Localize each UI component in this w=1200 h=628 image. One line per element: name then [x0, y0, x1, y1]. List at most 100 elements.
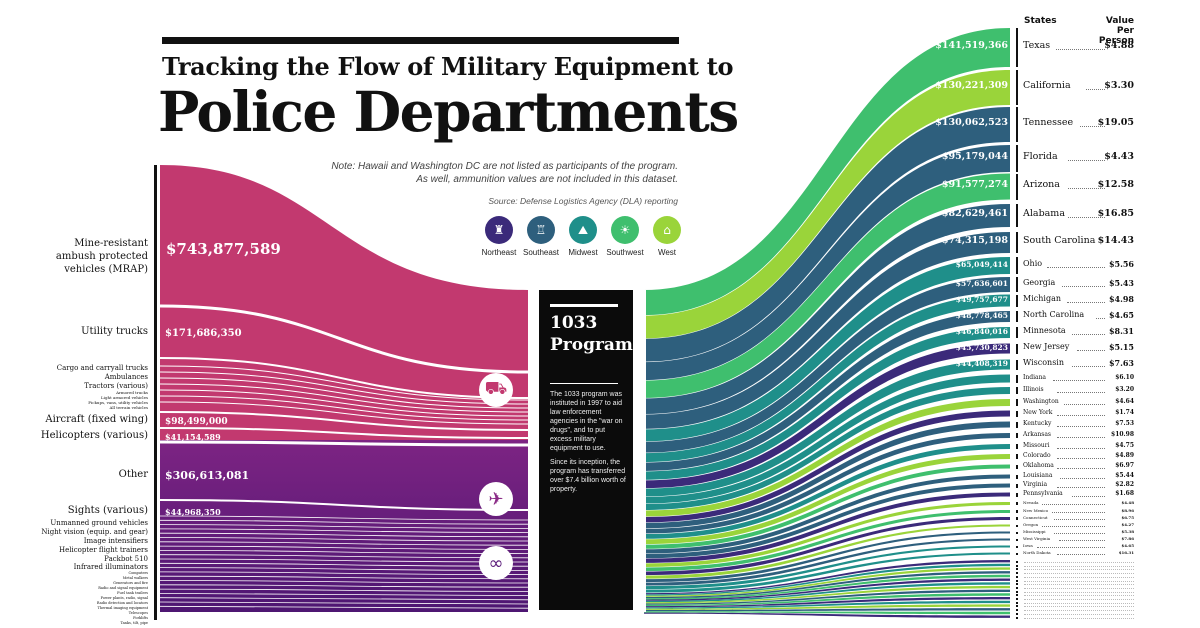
separator-helicopters: [159, 427, 529, 439]
label-image-intensifiers: Image intensifiers: [83, 537, 148, 545]
flow-state-minor: [644, 574, 1010, 600]
state-amount: $91,577,274: [941, 179, 1008, 191]
state-leader-minor: [1024, 613, 1134, 615]
state-leader-minor: [1024, 606, 1134, 608]
state-tick-minor: [1016, 605, 1018, 608]
separator-small: [159, 389, 529, 417]
state-name: Iowa: [1023, 543, 1033, 549]
region-west: ⌂ West: [648, 216, 686, 266]
flow-state-minor: [644, 593, 1010, 606]
state-tick: [1016, 502, 1018, 505]
state-leader: [1054, 519, 1105, 520]
state-name: Michigan: [1023, 294, 1061, 304]
state-leader: [1041, 504, 1105, 505]
separator-sights: [159, 499, 529, 511]
state-per-person: $5.56: [1108, 259, 1134, 270]
state-tick-minor: [1016, 561, 1018, 563]
state-name: Oregon: [1023, 522, 1039, 528]
state-tick: [1016, 492, 1018, 497]
state-per-person: $5.15: [1108, 342, 1134, 353]
separator-minor: [159, 605, 529, 609]
state-name: South Carolina: [1023, 235, 1096, 247]
state-leader-minor: [1024, 610, 1134, 612]
state-per-person: $5.44: [1115, 471, 1134, 479]
state-name: Georgia: [1023, 278, 1056, 288]
separator-small: [159, 371, 529, 405]
separator-minor: [159, 580, 529, 584]
source-note: Source: Defense Logistics Agency (DLA) r…: [488, 196, 678, 206]
state-name: Texas: [1023, 40, 1051, 52]
state-leader: [1036, 547, 1105, 548]
label-small-8: Thermal imaging equipment: [97, 606, 148, 610]
state-amount: $95,179,044: [941, 151, 1008, 163]
separator-other: [159, 440, 529, 447]
state-name: Wisconsin: [1023, 358, 1065, 368]
mesa-icon: ☀: [611, 216, 639, 244]
state-name: North Carolina: [1023, 310, 1085, 320]
state-tick: [1016, 343, 1018, 354]
state-tick: [1016, 28, 1018, 67]
state-amount: $48,778,465: [955, 310, 1008, 320]
page-title-line1: Tracking the Flow of Military Equipment …: [162, 52, 734, 81]
flow-state-minor: [644, 612, 1010, 618]
state-leader: [1056, 457, 1105, 459]
label-cargo: Cargo and carryall trucks: [56, 364, 148, 372]
panel-title-line1: 1033: [550, 313, 598, 333]
state-leader: [1051, 512, 1105, 513]
state-per-person: $4.64: [1115, 397, 1134, 405]
state-per-person: $8.31: [1108, 326, 1134, 337]
state-leader: [1060, 477, 1105, 479]
state-tick-minor: [1016, 583, 1018, 586]
state-per-person: $7.63: [1108, 358, 1134, 369]
state-leader: [1056, 49, 1105, 51]
separator-minor: [159, 524, 529, 529]
label-armored: Armored trucks: [116, 390, 148, 395]
panel-rule: [550, 304, 618, 307]
state-leader-minor: [1024, 562, 1134, 563]
state-per-person: $3.20: [1115, 385, 1134, 393]
monument-icon: ♖: [527, 216, 555, 244]
title-rule: [162, 37, 679, 44]
state-name: Missouri: [1023, 441, 1050, 449]
state-per-person: $16.85: [1097, 208, 1134, 220]
flow-state-michigan: [644, 294, 1010, 463]
state-name: California: [1023, 80, 1071, 92]
state-leader: [1053, 379, 1105, 381]
state-tick-minor: [1016, 609, 1018, 612]
flow-other-block: [160, 440, 528, 612]
separator-minor: [159, 593, 529, 596]
state-tick: [1016, 474, 1018, 479]
state-tick: [1016, 552, 1018, 555]
state-tick: [1016, 257, 1018, 274]
state-leader: [1076, 350, 1105, 351]
separator-small: [159, 401, 529, 425]
state-name: Pennsylvania: [1023, 489, 1063, 497]
flow-state-north-dakota: [644, 552, 1010, 593]
label-other: Other: [118, 469, 148, 480]
region-label: West: [657, 248, 677, 257]
flow-state-missouri: [644, 444, 1010, 539]
flow-state-alabama: [644, 204, 1010, 414]
separator-minor: [159, 584, 529, 588]
separator-cargo: [159, 357, 529, 399]
state-name: North Dakota: [1023, 550, 1051, 556]
label-small-5: Fuel tank trailers: [117, 591, 148, 595]
column-edge: [644, 290, 646, 612]
label-helicopters: Helicopters (various): [40, 430, 148, 441]
state-name: Alabama: [1023, 208, 1065, 220]
state-name: New Mexico: [1023, 508, 1049, 514]
state-tick-minor: [1016, 616, 1018, 619]
value-sights: $44,968,350: [165, 507, 221, 517]
flow-state-new-york: [644, 410, 1010, 523]
state-tick: [1016, 311, 1018, 322]
state-tick: [1016, 531, 1018, 534]
state-tick-minor: [1016, 598, 1018, 600]
page-title-line2: Police Departments: [158, 79, 739, 144]
state-tick: [1016, 387, 1018, 394]
state-per-person: $4.65: [1108, 310, 1134, 321]
flow-state-minor: [644, 597, 1010, 608]
state-per-person: $1.68: [1115, 489, 1134, 497]
state-name: Florida: [1023, 151, 1058, 163]
label-small-6: Power plants, radio, signal: [100, 596, 148, 600]
label-ambulances: Ambulances: [104, 373, 148, 381]
